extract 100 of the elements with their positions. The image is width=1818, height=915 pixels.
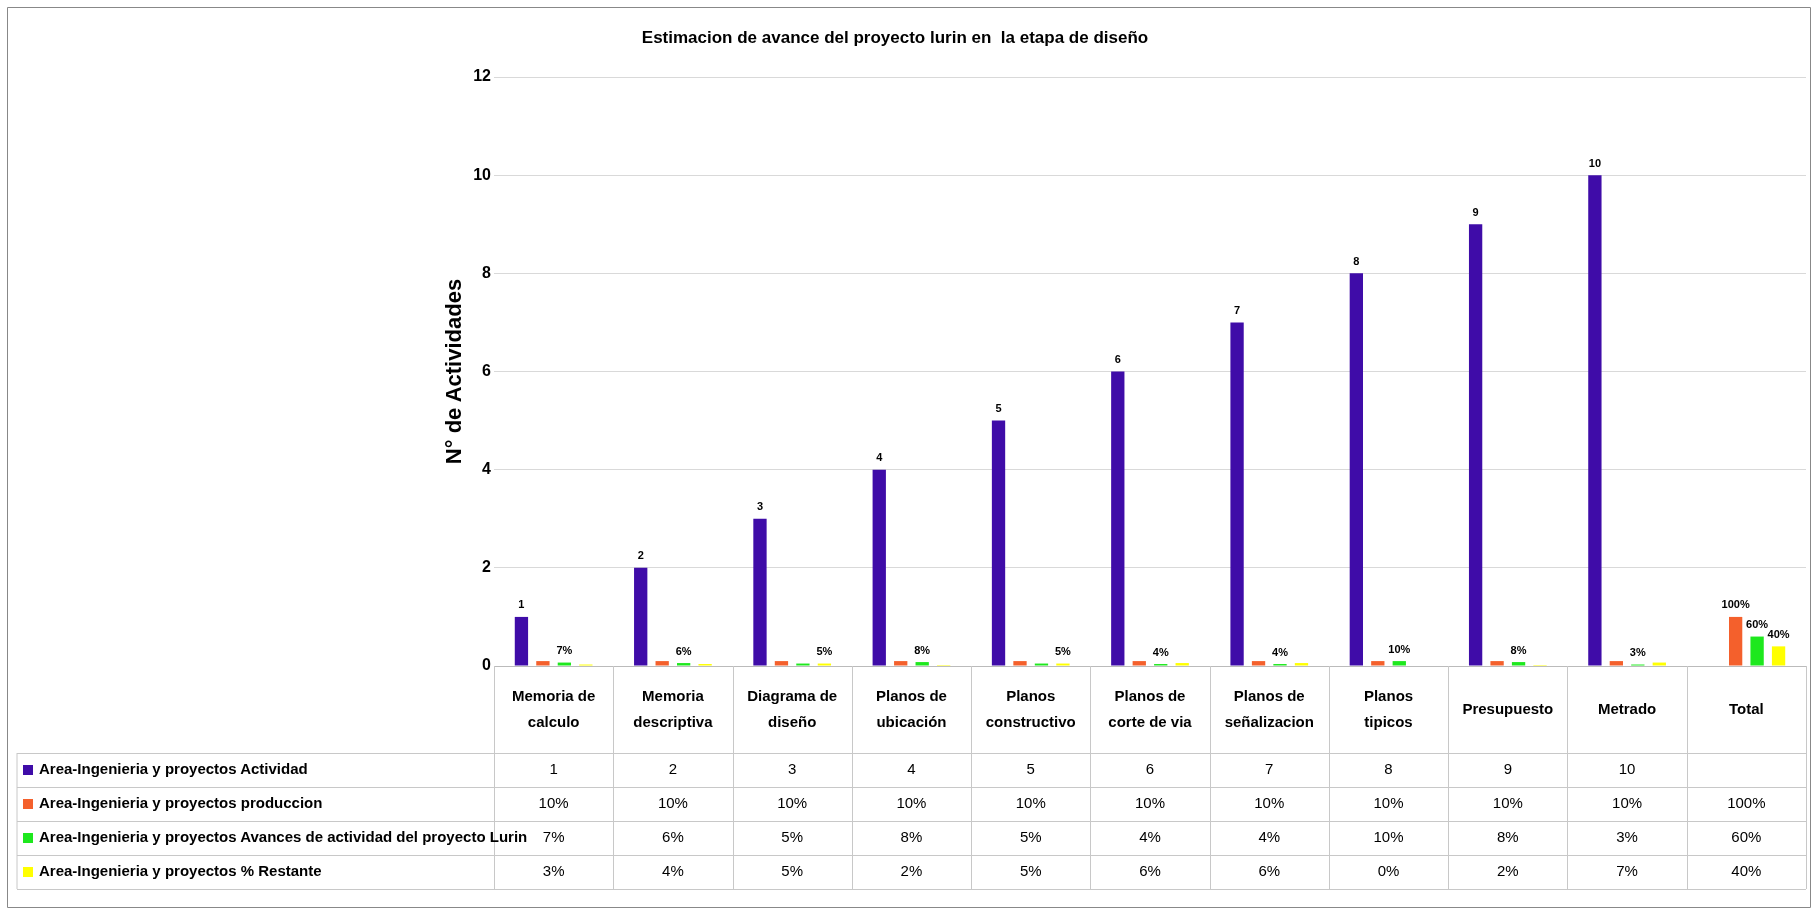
data-label: 3%	[1616, 828, 1638, 846]
data-label: 4%	[662, 862, 684, 880]
text: 10	[1588, 156, 1602, 169]
data-label: 5	[1026, 760, 1035, 778]
y-tick-label: 12	[473, 67, 492, 85]
bar	[1392, 661, 1406, 666]
data-label: 5%	[1019, 862, 1042, 880]
bar	[915, 662, 929, 666]
data-label: 7%	[1616, 862, 1638, 880]
bar	[1371, 661, 1385, 666]
legend-label: Area-Ingenieria y proyectos % Restante	[39, 862, 322, 880]
data-label: 6	[1145, 760, 1155, 778]
bar	[894, 661, 908, 666]
data-label: 6%	[662, 828, 684, 846]
bar	[1728, 616, 1743, 666]
data-label: 7	[1265, 760, 1274, 778]
bar	[1251, 661, 1266, 666]
data-label: 60%	[1731, 828, 1762, 846]
annotation: 40%	[1767, 627, 1790, 640]
bar	[1771, 646, 1786, 666]
annotation: 8%	[1510, 643, 1527, 656]
annotation: 7%	[556, 644, 573, 657]
y-tick-label: 10	[473, 165, 492, 183]
y-tick-label: 4	[482, 460, 492, 478]
data-label: 8%	[900, 828, 923, 846]
data-label: 8	[1384, 760, 1393, 778]
text: 5	[995, 402, 1002, 415]
chart-title: Estimacion de avance del proyecto lurin en la etapa de diseño	[641, 27, 1149, 47]
bar	[872, 469, 886, 666]
y-tick-label: 2	[482, 558, 492, 576]
bar	[1111, 371, 1125, 666]
x-tick-label: Metrado	[1597, 699, 1657, 717]
bar	[655, 661, 669, 666]
x-tick-label: Planos de ubicación	[876, 686, 947, 730]
bar	[1652, 662, 1666, 666]
data-label: 4%	[1139, 828, 1161, 846]
y-tick-label: 0	[482, 656, 492, 674]
bar	[634, 567, 648, 666]
data-label: 10%	[1015, 794, 1046, 812]
bar	[1750, 636, 1764, 666]
x-tick-label: Planos tipicos	[1363, 686, 1414, 730]
data-label: 10%	[1254, 794, 1285, 812]
legend-label: Area-Ingenieria y proyectos Actividad	[39, 760, 308, 778]
annotation: 3%	[1629, 646, 1646, 659]
data-label: 2%	[1496, 862, 1519, 880]
bar	[1490, 661, 1504, 666]
x-tick-label: Planos constructivo	[985, 686, 1076, 730]
data-label: 6%	[1139, 862, 1161, 880]
x-tick-label: Memoria descriptiva	[633, 686, 714, 730]
data-label: 5%	[781, 862, 804, 880]
data-label: 10%	[896, 794, 927, 812]
bar	[1230, 322, 1244, 666]
annotation: 6%	[675, 644, 692, 657]
legend-label: Area-Ingenieria y proyectos produccion	[39, 794, 323, 812]
bar	[1468, 224, 1483, 666]
bar	[557, 662, 572, 666]
data-label: 10%	[1373, 828, 1404, 846]
annotation: 10%	[1388, 642, 1411, 655]
data-label: 1	[549, 760, 558, 778]
bar	[676, 663, 691, 666]
legend-label: Area-Ingenieria y proyectos Avances de actividad del proyecto Lurin	[39, 828, 528, 846]
data-label: 4%	[1258, 828, 1281, 846]
annotation: 5%	[1054, 645, 1072, 658]
data-label: 0%	[1377, 862, 1400, 880]
text: 8	[1353, 254, 1360, 267]
data-label: 40%	[1731, 862, 1762, 880]
y-tick-label: 8	[482, 263, 492, 281]
annotation: 8%	[914, 643, 931, 656]
text: 9	[1472, 205, 1479, 218]
data-label: 10%	[1134, 794, 1166, 812]
data-label: 2%	[900, 862, 923, 880]
text: 2	[637, 549, 644, 562]
data-label: 4	[907, 760, 916, 778]
data-label: 8%	[1496, 828, 1519, 846]
x-tick-label: Total	[1729, 699, 1764, 717]
x-tick-label: Presupuesto	[1462, 699, 1554, 717]
bar	[1294, 663, 1309, 666]
x-tick-label: Diagrama de diseño	[747, 686, 838, 730]
bar	[1511, 662, 1526, 666]
data-label: 10	[1618, 760, 1636, 778]
data-label: 10%	[1373, 794, 1404, 812]
bar	[1349, 273, 1363, 666]
data-label: 2	[668, 760, 678, 778]
bar	[1013, 661, 1027, 666]
text: 1	[518, 598, 525, 611]
data-label: 100%	[1727, 794, 1766, 812]
y-axis-title: N° de Actividades	[441, 278, 467, 465]
data-label: 10%	[777, 794, 808, 812]
y-tick-label: 6	[482, 361, 492, 379]
annotation: 4%	[1152, 645, 1169, 658]
annotation: 100%	[1721, 598, 1750, 611]
data-label: 3%	[542, 862, 565, 880]
x-tick-label: Planos de corte de via	[1108, 686, 1193, 730]
data-label: 5%	[781, 828, 804, 846]
x-tick-label: Memoria de calculo	[511, 686, 596, 730]
bar	[1175, 663, 1189, 666]
bar	[753, 518, 767, 666]
bar	[514, 616, 529, 666]
bar	[536, 661, 550, 666]
data-label: 7%	[542, 828, 565, 846]
